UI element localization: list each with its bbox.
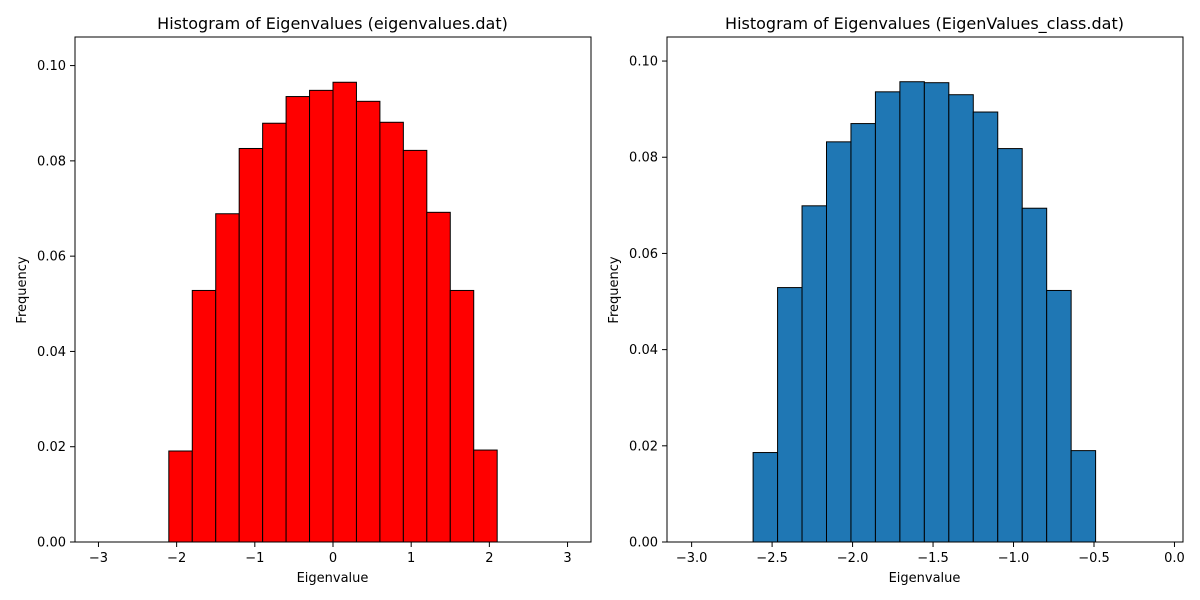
right-y-tick-label: 0.08 [629, 151, 658, 166]
left-histogram-bar-7 [262, 122, 287, 543]
right-x-tick-label: 0.0 [1164, 551, 1185, 566]
right-histogram-bar-5 [801, 205, 827, 543]
left-chart-title: Histogram of Eigenvalues (eigenvalues.da… [157, 14, 508, 33]
right-plot-frame [666, 36, 1184, 543]
right-y-tick-label: 0.04 [629, 343, 658, 358]
right-x-tick-label: −1.0 [998, 551, 1030, 566]
left-y-tick-label: 0.02 [37, 440, 66, 455]
left-x-tick-label: 0 [329, 551, 337, 566]
left-y-tick-label: 0.08 [37, 154, 66, 169]
right-y-axis-label: Frequency [607, 256, 622, 323]
right-histogram-bar-3 [752, 452, 779, 543]
left-x-tick-label: −3 [89, 551, 108, 566]
left-bars [168, 81, 498, 543]
left-histogram-bar-13 [402, 149, 428, 543]
left-x-tick-label: 3 [563, 551, 571, 566]
right-histogram-bar-13 [997, 148, 1023, 543]
right-histogram-panel: Histogram of Eigenvalues (EigenValues_cl… [607, 14, 1185, 586]
left-histogram-bar-3 [168, 450, 193, 543]
left-x-axis-label: Eigenvalue [297, 571, 369, 586]
right-bars [752, 81, 1097, 543]
right-y-ticks: 0.00 0.02 0.04 0.06 0.08 0.10 [629, 55, 667, 551]
right-y-tick-label: 0.00 [629, 536, 658, 551]
left-plot-frame [74, 36, 592, 543]
left-histogram-bar-12 [379, 121, 404, 543]
left-x-ticks: −3 −2 −1 0 1 2 3 [89, 542, 572, 566]
right-x-axis-label: Eigenvalue [889, 571, 961, 586]
right-histogram-bar-15 [1046, 289, 1072, 543]
left-histogram-bar-15 [449, 289, 475, 543]
left-histogram-bar-9 [309, 89, 334, 543]
right-y-tick-label: 0.06 [629, 247, 658, 262]
right-histogram-bar-11 [948, 94, 974, 543]
left-histogram-bar-10 [332, 81, 357, 543]
right-y-tick-label: 0.02 [629, 439, 658, 454]
right-y-tick-label: 0.10 [629, 55, 658, 70]
left-x-tick-label: 2 [485, 551, 493, 566]
left-y-tick-label: 0.06 [37, 250, 66, 265]
left-x-tick-label: −1 [245, 551, 264, 566]
right-x-tick-label: −2.0 [837, 551, 869, 566]
left-histogram-bar-16 [473, 449, 498, 543]
left-histogram-bar-8 [285, 96, 311, 543]
left-histogram-bar-6 [238, 147, 264, 543]
right-x-tick-label: −0.5 [1078, 551, 1110, 566]
left-histogram-bar-4 [191, 289, 217, 543]
right-x-tick-label: −1.5 [917, 551, 949, 566]
left-y-tick-label: 0.04 [37, 345, 66, 360]
right-histogram-bar-8 [874, 91, 901, 543]
right-x-tick-label: −2.5 [756, 551, 788, 566]
left-histogram-bar-14 [426, 211, 451, 543]
right-histogram-bar-10 [923, 82, 950, 543]
left-histogram-bar-5 [215, 213, 240, 543]
right-x-tick-label: −3.0 [676, 551, 708, 566]
left-x-tick-label: 1 [407, 551, 415, 566]
right-x-ticks: −3.0 −2.5 −2.0 −1.5 −1.0 −0.5 0.0 [676, 542, 1185, 566]
right-histogram-bar-12 [972, 111, 999, 543]
right-histogram-bar-9 [899, 81, 925, 543]
right-chart-title: Histogram of Eigenvalues (EigenValues_cl… [725, 14, 1124, 34]
left-y-tick-label: 0.00 [37, 536, 66, 551]
right-histogram-bar-16 [1070, 450, 1097, 543]
right-histogram-bar-7 [850, 123, 876, 543]
right-histogram-bar-14 [1021, 207, 1048, 543]
right-histogram-bar-4 [777, 287, 803, 543]
left-x-tick-label: −2 [167, 551, 186, 566]
left-y-tick-label: 0.10 [37, 59, 66, 74]
left-y-axis-label: Frequency [15, 256, 30, 323]
left-y-ticks: 0.00 0.02 0.04 0.06 0.08 0.10 [37, 59, 75, 551]
left-histogram-panel: Histogram of Eigenvalues (eigenvalues.da… [15, 14, 592, 586]
left-histogram-bar-11 [355, 100, 381, 543]
right-histogram-bar-6 [825, 141, 852, 543]
